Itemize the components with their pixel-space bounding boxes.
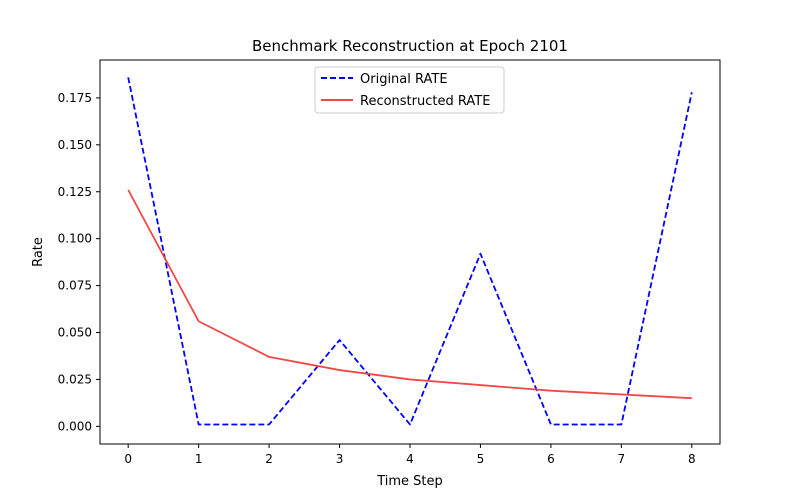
x-tick-label: 0 [124, 452, 132, 466]
series-layer [127, 77, 693, 426]
axes-frame [99, 59, 721, 445]
y-axis-label: Rate [31, 237, 46, 267]
y-tick-label: 0.125 [58, 185, 92, 199]
y-tick-label: 0.175 [58, 91, 92, 105]
x-tick-label: 7 [618, 452, 626, 466]
y-tick-label: 0.000 [58, 419, 92, 433]
legend-label-reconstructed: Reconstructed RATE [360, 94, 490, 109]
x-tick-label: 1 [195, 452, 203, 466]
x-tick-label: 2 [265, 452, 273, 466]
x-tick-label: 6 [547, 452, 555, 466]
y-tick-label: 0.025 [58, 372, 92, 386]
series-line-reconstructed [127, 189, 692, 400]
x-tick-label: 8 [688, 452, 696, 466]
x-tick-label: 4 [406, 452, 414, 466]
ticks-layer: 0 1 2 3 4 5 6 7 8 0.000 0.025 0.050 0.075 0.100 0.125 0… [58, 91, 696, 466]
y-tick-label: 0.100 [58, 232, 92, 246]
legend-box [314, 66, 505, 114]
chart-title: Benchmark Reconstruction at Epoch 2101 [252, 37, 568, 55]
x-tick-label: 5 [477, 452, 485, 466]
y-tick-label: 0.150 [58, 138, 92, 152]
y-tick-label: 0.075 [58, 279, 92, 293]
legend: Original RATE Reconstructed RATE [314, 66, 505, 114]
x-tick-label: 3 [336, 452, 344, 466]
series-line-original [127, 77, 693, 426]
y-tick-label: 0.050 [58, 326, 92, 340]
plot-area: 0 1 2 3 4 5 6 7 8 0.000 0.025 0.050 0.075 0.100 0.125 0… [58, 59, 721, 466]
legend-label-original: Original RATE [360, 72, 448, 87]
x-axis-label: Time Step [376, 474, 443, 489]
